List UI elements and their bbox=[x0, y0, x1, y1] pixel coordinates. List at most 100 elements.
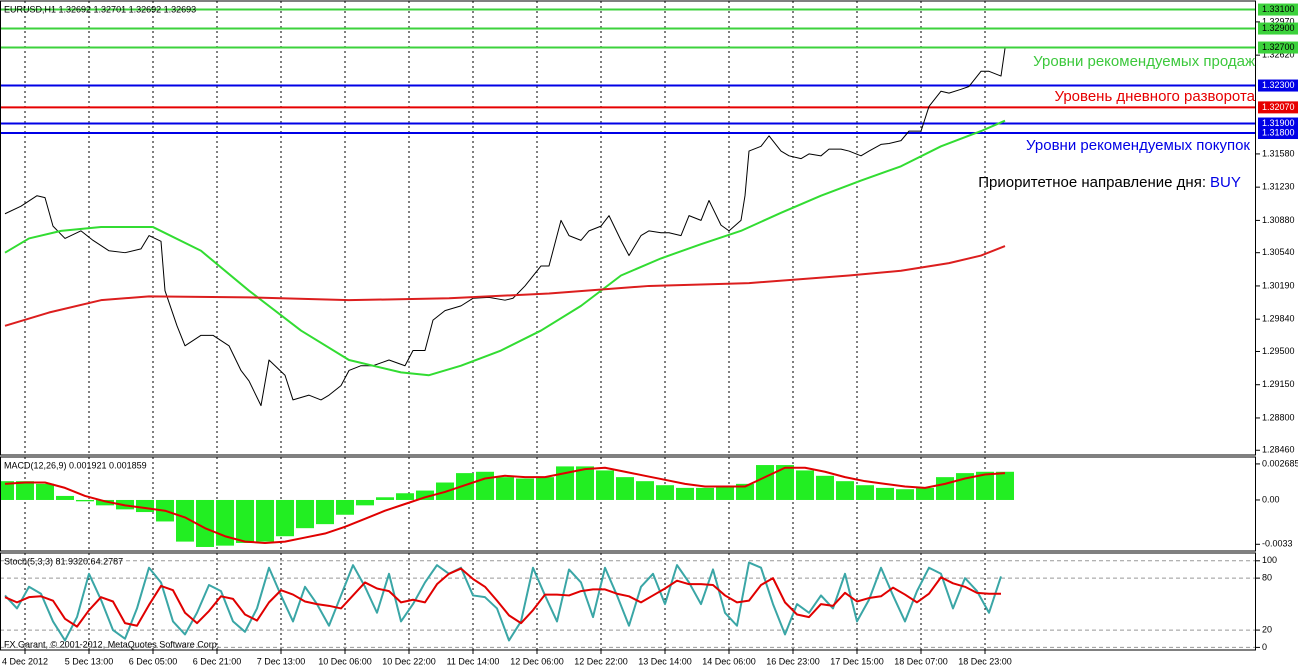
annotation: Приоритетное направление дня: bbox=[978, 174, 1206, 191]
line bbox=[4, 245, 1006, 327]
x-tick-label: 12 Dec 06:00 bbox=[510, 656, 564, 666]
y-tick-label: 1.30540 bbox=[1262, 247, 1295, 257]
panel-title: EURUSD,H1 1.32692 1.32701 1.32692 1.3269… bbox=[4, 4, 196, 14]
bar bbox=[236, 499, 254, 543]
bar bbox=[296, 499, 314, 529]
x-tick-label: 18 Dec 23:00 bbox=[958, 656, 1012, 666]
x-tick-label: 10 Dec 22:00 bbox=[382, 656, 436, 666]
x-tick-label: 6 Dec 21:00 bbox=[193, 656, 242, 666]
panel-title: Stoch(5,3,3) 81.9320 64.2787 bbox=[4, 556, 123, 566]
bar bbox=[596, 470, 614, 500]
y-tick-label: 1.30880 bbox=[1262, 215, 1295, 225]
level-label-box bbox=[1258, 127, 1298, 140]
bar bbox=[916, 487, 934, 500]
panel-frame bbox=[0, 552, 1256, 651]
bar bbox=[636, 481, 654, 500]
panel-title: MACD(12,26,9) 0.001921 0.001859 bbox=[4, 460, 147, 470]
bar bbox=[676, 487, 694, 500]
level-label-box bbox=[1258, 22, 1298, 35]
bar bbox=[416, 490, 434, 500]
panel bbox=[0, 1, 1256, 455]
y-tick-label: 1.30190 bbox=[1262, 280, 1295, 290]
bar bbox=[656, 485, 674, 500]
x-tick-label: 7 Dec 13:00 bbox=[257, 656, 306, 666]
y-tick-label: 100 bbox=[1262, 555, 1277, 565]
y-tick-label: 1.29840 bbox=[1262, 314, 1295, 324]
y-tick-label: 1.29150 bbox=[1262, 379, 1295, 389]
bar bbox=[516, 478, 534, 500]
y-tick-label: 1.31580 bbox=[1262, 148, 1295, 158]
bar bbox=[896, 489, 914, 500]
bar bbox=[716, 486, 734, 500]
bar bbox=[16, 481, 34, 500]
level-label-box bbox=[1258, 117, 1298, 130]
level-label: 1.31800 bbox=[1262, 127, 1295, 137]
y-tick-label: 20 bbox=[1262, 624, 1272, 634]
panel-frame bbox=[0, 456, 1256, 552]
footer: FX Garant, © 2001-2012, MetaQuotes Softw… bbox=[4, 639, 219, 649]
annotation: Уровни рекомендуемых покупок bbox=[1026, 137, 1250, 154]
bar bbox=[976, 471, 994, 500]
bar bbox=[816, 475, 834, 500]
y-tick-label: 1.28800 bbox=[1262, 412, 1295, 422]
bar bbox=[476, 471, 494, 500]
level-label-box bbox=[1258, 41, 1298, 54]
x-tick-label: 5 Dec 13:00 bbox=[65, 656, 114, 666]
y-tick-label: 1.32620 bbox=[1262, 50, 1295, 60]
x-tick-label: 11 Dec 14:00 bbox=[447, 656, 500, 666]
panel bbox=[0, 553, 1256, 650]
bar bbox=[936, 477, 954, 500]
x-tick-label: 10 Dec 06:00 bbox=[318, 656, 372, 666]
bar bbox=[36, 483, 54, 500]
level-label-box bbox=[1258, 79, 1298, 92]
bar bbox=[336, 499, 354, 515]
annotation: BUY bbox=[1210, 174, 1241, 191]
level-label: 1.31900 bbox=[1262, 118, 1295, 128]
x-tick-label: 12 Dec 22:00 bbox=[574, 656, 628, 666]
y-tick-label: 0.00 bbox=[1262, 494, 1280, 504]
bar bbox=[76, 499, 94, 502]
bar bbox=[836, 481, 854, 500]
bar bbox=[616, 477, 634, 500]
panel-frame bbox=[0, 0, 1256, 456]
bar bbox=[736, 483, 754, 500]
bar bbox=[176, 499, 194, 542]
level-label: 1.32070 bbox=[1262, 102, 1295, 112]
x-tick-label: 4 Dec 2012 bbox=[2, 656, 48, 666]
x-tick-label: 17 Dec 15:00 bbox=[830, 656, 884, 666]
level-label-box bbox=[1258, 101, 1298, 114]
bar bbox=[796, 470, 814, 500]
panel bbox=[0, 457, 1014, 551]
bar bbox=[696, 487, 714, 500]
bar bbox=[0, 481, 14, 500]
bar bbox=[316, 499, 334, 525]
x-tick-label: 6 Dec 05:00 bbox=[129, 656, 178, 666]
bar bbox=[876, 487, 894, 500]
line bbox=[4, 119, 1006, 377]
y-tick-label: 1.29500 bbox=[1262, 346, 1295, 356]
annotation: Уровень дневного разворота bbox=[1054, 88, 1255, 105]
bar bbox=[376, 497, 394, 500]
bar bbox=[456, 473, 474, 500]
bar bbox=[756, 465, 774, 500]
x-tick-label: 13 Dec 14:00 bbox=[638, 656, 692, 666]
bar bbox=[276, 499, 294, 537]
y-tick-label: 0 bbox=[1262, 642, 1267, 652]
bar bbox=[496, 477, 514, 500]
level-label: 1.32300 bbox=[1262, 80, 1295, 90]
level-label: 1.32700 bbox=[1262, 42, 1295, 52]
bar bbox=[396, 493, 414, 500]
bar bbox=[96, 499, 114, 506]
y-tick-label: 0.002685 bbox=[1262, 458, 1298, 468]
y-tick-label: 1.32970 bbox=[1262, 16, 1295, 26]
y-tick-label: 1.28460 bbox=[1262, 445, 1295, 455]
x-tick-label: 18 Dec 07:00 bbox=[894, 656, 948, 666]
bar bbox=[196, 499, 214, 547]
bar bbox=[996, 471, 1014, 500]
y-tick-label: 1.31230 bbox=[1262, 182, 1295, 192]
line bbox=[4, 567, 1001, 628]
x-tick-label: 14 Dec 06:00 bbox=[702, 656, 756, 666]
line bbox=[4, 466, 1006, 544]
annotation: Уровни рекомендуемых продаж bbox=[1033, 53, 1255, 70]
